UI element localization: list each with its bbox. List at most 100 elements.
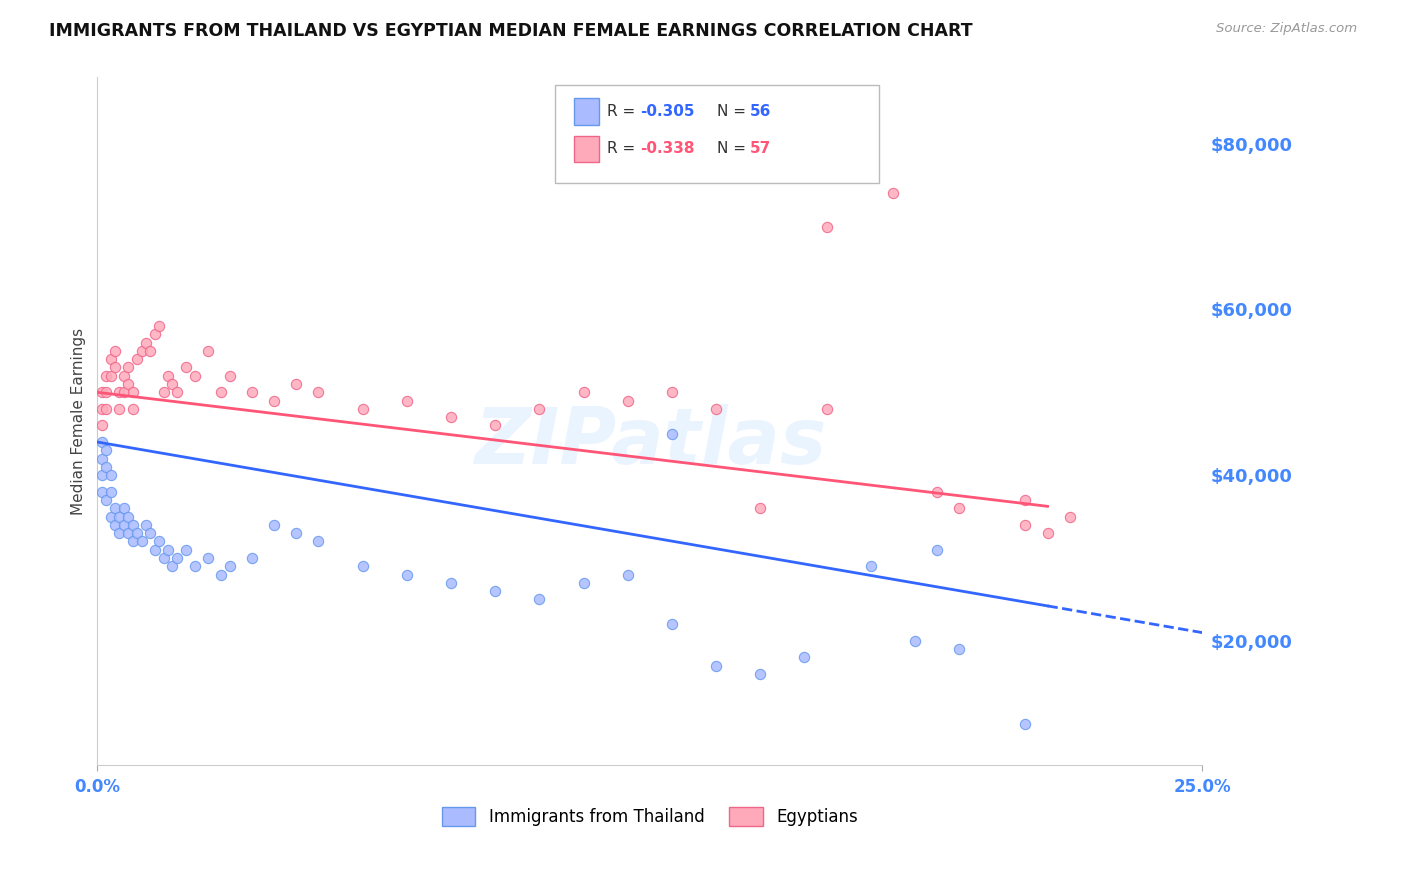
Point bbox=[90, 401, 112, 416]
Point bbox=[127, 352, 149, 367]
Point bbox=[815, 401, 838, 416]
Point bbox=[1014, 493, 1036, 508]
Point bbox=[704, 658, 727, 673]
Text: 57: 57 bbox=[749, 142, 770, 156]
Point bbox=[104, 501, 127, 516]
Point bbox=[793, 650, 815, 665]
Point bbox=[157, 542, 180, 557]
Point bbox=[1014, 716, 1036, 731]
Point bbox=[117, 526, 139, 541]
Point bbox=[143, 327, 166, 342]
Point bbox=[219, 368, 242, 383]
Point bbox=[135, 335, 157, 350]
Point bbox=[90, 468, 112, 483]
Point bbox=[749, 667, 772, 681]
Point bbox=[108, 401, 131, 416]
Text: ZIPatlas: ZIPatlas bbox=[474, 404, 825, 480]
Point bbox=[209, 567, 232, 582]
Point bbox=[174, 360, 197, 375]
Point bbox=[240, 385, 263, 400]
Point bbox=[440, 410, 463, 425]
Y-axis label: Median Female Earnings: Median Female Earnings bbox=[72, 327, 86, 515]
Point bbox=[96, 368, 118, 383]
Point bbox=[100, 509, 122, 524]
Point bbox=[661, 617, 683, 632]
Point bbox=[96, 493, 118, 508]
Point bbox=[112, 501, 135, 516]
Point bbox=[529, 592, 551, 607]
Point bbox=[104, 360, 127, 375]
Point bbox=[157, 368, 180, 383]
Point bbox=[117, 509, 139, 524]
Point bbox=[440, 575, 463, 590]
Point bbox=[112, 517, 135, 532]
Text: R =: R = bbox=[607, 104, 641, 119]
Point bbox=[131, 534, 153, 549]
Point bbox=[815, 219, 838, 234]
Point bbox=[572, 575, 595, 590]
Text: N =: N = bbox=[717, 104, 751, 119]
Point bbox=[661, 385, 683, 400]
Point bbox=[1036, 526, 1059, 541]
Point bbox=[307, 534, 329, 549]
Text: R =: R = bbox=[607, 142, 641, 156]
Point bbox=[162, 559, 184, 574]
Point bbox=[96, 401, 118, 416]
Text: N =: N = bbox=[717, 142, 751, 156]
Point bbox=[352, 401, 374, 416]
Point bbox=[174, 542, 197, 557]
Point bbox=[219, 559, 242, 574]
Text: -0.305: -0.305 bbox=[640, 104, 695, 119]
Point bbox=[166, 385, 188, 400]
Point bbox=[948, 642, 970, 657]
Point bbox=[948, 501, 970, 516]
Point bbox=[121, 401, 143, 416]
Point bbox=[108, 385, 131, 400]
Text: IMMIGRANTS FROM THAILAND VS EGYPTIAN MEDIAN FEMALE EARNINGS CORRELATION CHART: IMMIGRANTS FROM THAILAND VS EGYPTIAN MED… bbox=[49, 22, 973, 40]
Point bbox=[131, 343, 153, 358]
Point bbox=[529, 401, 551, 416]
Point bbox=[112, 368, 135, 383]
Point bbox=[616, 393, 638, 408]
Point bbox=[183, 368, 205, 383]
Text: Source: ZipAtlas.com: Source: ZipAtlas.com bbox=[1216, 22, 1357, 36]
Text: -0.338: -0.338 bbox=[640, 142, 695, 156]
Point bbox=[139, 526, 162, 541]
Point bbox=[117, 360, 139, 375]
Point bbox=[285, 377, 308, 392]
Point bbox=[96, 459, 118, 474]
Point bbox=[197, 343, 219, 358]
Point bbox=[352, 559, 374, 574]
Point bbox=[100, 468, 122, 483]
Point bbox=[616, 567, 638, 582]
Point bbox=[90, 435, 112, 450]
Point bbox=[90, 451, 112, 466]
Point bbox=[90, 418, 112, 433]
Point bbox=[112, 385, 135, 400]
Point bbox=[152, 551, 174, 566]
Point bbox=[749, 501, 772, 516]
Point bbox=[166, 551, 188, 566]
Text: 56: 56 bbox=[749, 104, 770, 119]
Point bbox=[148, 318, 170, 333]
Point bbox=[1014, 517, 1036, 532]
Point bbox=[108, 526, 131, 541]
Point bbox=[143, 542, 166, 557]
Point bbox=[104, 517, 127, 532]
Point bbox=[121, 385, 143, 400]
Point bbox=[263, 393, 285, 408]
Point bbox=[484, 418, 506, 433]
Point bbox=[100, 368, 122, 383]
Point bbox=[395, 567, 418, 582]
Point bbox=[925, 542, 948, 557]
Point bbox=[148, 534, 170, 549]
Point bbox=[152, 385, 174, 400]
Legend: Immigrants from Thailand, Egyptians: Immigrants from Thailand, Egyptians bbox=[436, 800, 865, 832]
Point bbox=[183, 559, 205, 574]
Point bbox=[285, 526, 308, 541]
Point bbox=[904, 633, 927, 648]
Point bbox=[859, 559, 882, 574]
Point bbox=[90, 385, 112, 400]
Point bbox=[1059, 509, 1081, 524]
Point bbox=[96, 385, 118, 400]
